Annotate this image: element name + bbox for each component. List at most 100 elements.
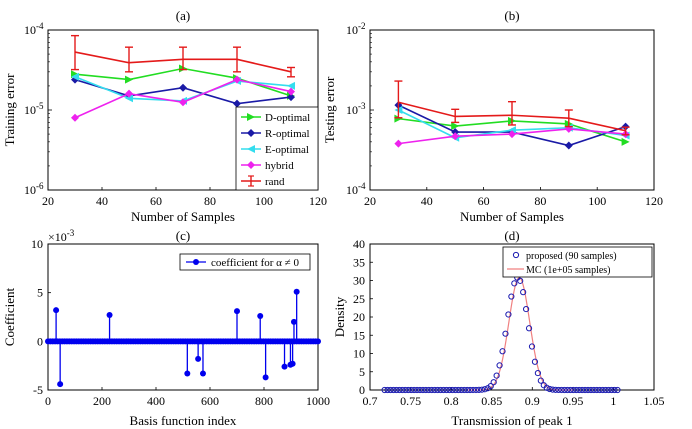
proposed-density-point-68 — [581, 386, 589, 394]
data-point-b-R-optimal-3 — [564, 141, 573, 150]
proposed-density-point-13 — [419, 386, 427, 394]
proposed-density-point-8 — [405, 386, 412, 394]
y-tick-label-d-20: 20 — [353, 310, 365, 324]
panel-c-legend-marker — [193, 259, 199, 265]
panel-b-xlabel: Number of Samples — [460, 209, 564, 224]
proposed-density-point-42 — [505, 311, 512, 318]
panel-d-legend-marker-proposed — [512, 251, 520, 259]
proposed-density-point-34 — [481, 386, 488, 393]
y-tick-exponent: -4 — [358, 181, 366, 191]
x-tick-label-d-0: 0.7 — [363, 394, 378, 408]
proposed-density-point-62 — [564, 386, 571, 394]
proposed-density-point-52 — [534, 369, 541, 377]
proposed-density-point-73 — [596, 386, 603, 394]
y-tick-label-d-0: 0 — [359, 383, 365, 397]
proposed-density-point-7 — [402, 386, 409, 394]
data-point-a-E-optimal-0 — [71, 72, 79, 81]
y-tick-label-c--5: -5 — [33, 383, 43, 397]
proposed-density-point-48 — [523, 305, 530, 313]
proposed-density-point-49 — [525, 325, 533, 332]
data-point-b-D-optimal-1 — [451, 122, 460, 131]
proposed-density-point-25 — [455, 386, 462, 394]
proposed-density-point-3 — [390, 386, 397, 394]
proposed-density-point-18 — [434, 386, 441, 394]
legend-marker-D-optimal — [247, 113, 255, 121]
data-point-a-hybrid-3 — [233, 75, 241, 84]
panel-c-multiplier-exp: -3 — [67, 228, 75, 238]
data-point-b-R-optimal-1 — [451, 128, 460, 137]
proposed-density-point-78 — [611, 386, 618, 394]
data-point-a-R-optimal-2 — [179, 83, 187, 92]
proposed-density-point-69 — [584, 386, 592, 394]
panel-a: (a) Number of Samples Training error 20 4… — [2, 8, 327, 224]
proposed-density-point-31 — [472, 386, 480, 394]
proposed-density-point-36 — [487, 383, 494, 390]
panel-c-multiplier-base: 10 — [55, 230, 67, 244]
mc-density-curve — [467, 276, 573, 391]
x-tick-label-d-7: 1.05 — [644, 394, 665, 408]
y-tick-label-d-15: 15 — [353, 328, 365, 342]
proposed-density-point-70 — [587, 386, 595, 394]
panel-d-legend: proposed (90 samples) MC (1e+05 samples) — [502, 246, 653, 278]
proposed-density-point-4 — [393, 386, 400, 394]
stem-marker-4 — [195, 355, 202, 362]
proposed-density-point-37 — [490, 379, 497, 386]
panel-c-title: (c) — [176, 228, 190, 243]
panel-c-ylabel: Coefficient — [2, 287, 17, 346]
x-tick-label-c-0: 0 — [45, 394, 51, 408]
proposed-density-point-51 — [531, 358, 539, 365]
x-tick-label-a-60: 60 — [150, 194, 162, 208]
panel-b-title: (b) — [504, 8, 519, 23]
x-tick-label-c-600: 600 — [201, 394, 219, 408]
proposed-density-point-65 — [573, 386, 580, 394]
panel-c-frame — [47, 243, 319, 391]
y-tick-label-d-10: 10 — [353, 347, 365, 361]
data-point-a-E-optimal-4 — [287, 81, 295, 90]
proposed-density-point-55 — [543, 384, 550, 391]
x-tick-label-b-100: 100 — [588, 194, 606, 208]
panel-a-xlabel: Number of Samples — [131, 209, 235, 224]
proposed-density-point-27 — [461, 386, 468, 394]
y-tick-label-a-0: 10-6 — [24, 181, 44, 197]
data-point-b-hybrid-3 — [564, 124, 573, 133]
proposed-density-point-40 — [499, 348, 506, 355]
proposed-density-point-20 — [440, 386, 447, 394]
legend-marker-E-optimal — [247, 145, 255, 153]
stem-marker-9 — [281, 363, 288, 370]
proposed-density-point-56 — [546, 385, 553, 393]
proposed-density-point-26 — [458, 386, 465, 394]
x-tick-label-b-60: 60 — [478, 194, 490, 208]
data-point-b-hybrid-2 — [508, 130, 516, 139]
proposed-density-point-64 — [570, 386, 577, 394]
legend-label-rand: rand — [265, 176, 285, 188]
x-tick-label-d-3: 0.85 — [481, 394, 502, 408]
proposed-density-point-38 — [493, 372, 500, 379]
proposed-density-point-15 — [425, 386, 432, 394]
x-tick-label-c-800: 800 — [255, 394, 273, 408]
y-tick-base: 10 — [346, 103, 358, 117]
panel-c-multiplier-prefix: × — [48, 230, 55, 244]
panel-d-legend-label-proposed: proposed (90 samples) — [526, 251, 617, 262]
stem-marker-1 — [57, 381, 64, 388]
proposed-density-point-30 — [469, 386, 477, 394]
y-tick-label-b-1: 10-3 — [346, 101, 366, 117]
stem-marker-13 — [293, 288, 300, 295]
y-tick-label-c-0: 0 — [37, 334, 43, 348]
proposed-density-point-74 — [599, 386, 606, 394]
y-tick-base: 10 — [24, 103, 36, 117]
y-tick-label-d-40: 40 — [353, 237, 365, 251]
proposed-density-point-44 — [511, 280, 518, 287]
proposed-density-point-79 — [614, 386, 621, 394]
y-tick-exponent: -5 — [36, 101, 44, 111]
y-tick-label-d-25: 25 — [353, 292, 365, 306]
proposed-density-point-66 — [576, 386, 583, 394]
data-point-b-D-optimal-4 — [621, 137, 630, 146]
data-point-b-D-optimal-0 — [394, 114, 403, 123]
y-tick-base: 10 — [346, 23, 358, 37]
panel-d-legend-box — [502, 246, 653, 278]
x-tick-label-d-4: 0.9 — [525, 394, 540, 408]
proposed-density-point-29 — [466, 386, 474, 394]
y-tick-exponent: -2 — [358, 21, 366, 31]
stem-marker-3 — [184, 370, 191, 377]
